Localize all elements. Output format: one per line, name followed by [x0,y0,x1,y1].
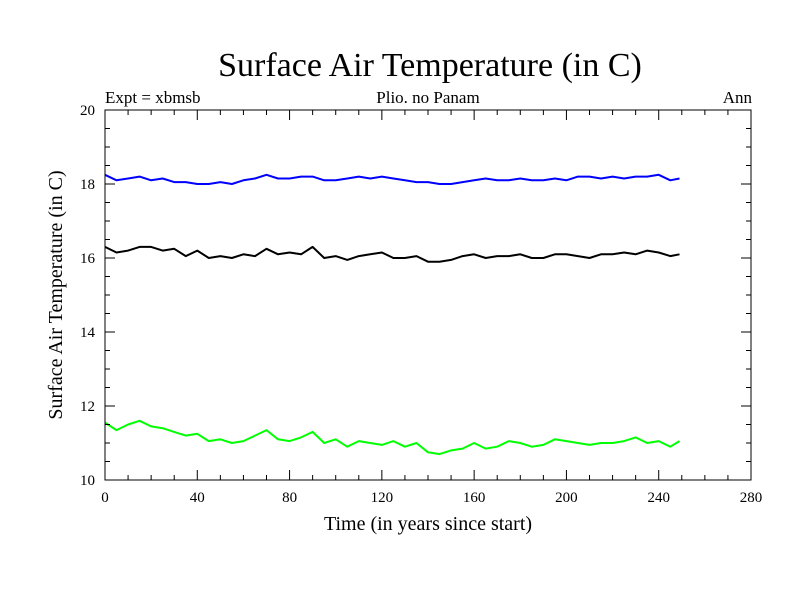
y-tick-label: 16 [80,251,96,267]
x-tick-label: 120 [371,490,394,506]
y-tick-label: 20 [80,103,95,119]
x-tick-label: 0 [101,490,109,506]
ticks-layer: 0 40 80 120 160 200 240 280 10 12 14 16 18 20 [80,103,762,506]
x-tick-label: 80 [282,490,297,506]
y-tick-label: 14 [80,325,96,341]
y-axis-label: Surface Air Temperature (in C) [45,170,67,419]
y-tick-label: 10 [80,473,95,489]
y-tick-label: 18 [80,177,95,193]
x-tick-label: 200 [555,490,578,506]
series-line-1 [104,173,680,185]
series-line-2 [104,245,680,263]
x-axis-label: Time (in years since start) [324,513,532,535]
x-tick-label: 40 [190,490,205,506]
x-tick-label: 280 [740,490,763,506]
chart-title: Surface Air Temperature (in C) [218,47,642,84]
subtitle-right: Ann [723,88,753,107]
series-layer [104,173,681,456]
x-tick-label: 160 [463,490,486,506]
y-tick-label: 12 [80,399,95,415]
x-tick-label: 240 [647,490,670,506]
series-line-3 [104,419,681,456]
subtitle-center: Plio. no Panam [376,88,479,107]
subtitle-left: Expt = xbmsb [105,88,201,107]
plot-frame [104,109,752,481]
